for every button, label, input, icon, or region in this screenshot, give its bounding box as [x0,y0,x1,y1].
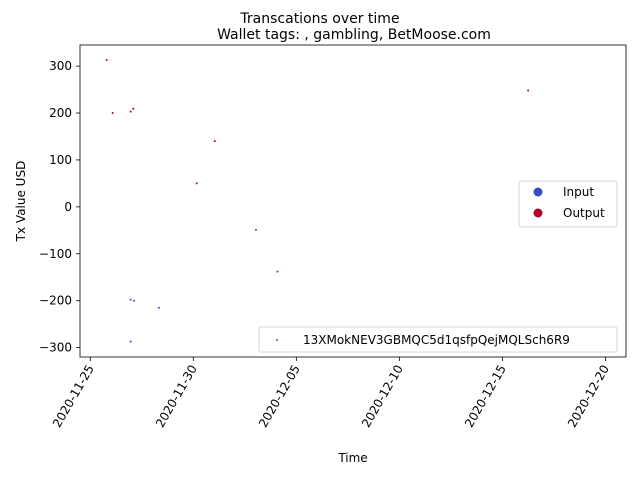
x-tick-label: 2020-11-25 [50,363,97,430]
point-output [132,107,135,110]
legend-type: Input Output [518,180,618,228]
x-axis-label: Time [337,451,367,465]
point-input [276,270,279,273]
point-input [129,340,132,343]
x-tick-label: 2020-12-20 [565,363,612,430]
point-input [129,298,132,301]
legend-address: 13XMokNEV3GBMQC5d1qsfpQejMQLSch6R9 [258,326,618,353]
point-output [527,89,530,92]
point-output [111,112,114,115]
legend-address-box [258,326,618,353]
x-tick-label: 2020-12-15 [462,363,509,430]
x-tick-label: 2020-12-10 [359,363,406,430]
y-tick-label: 100 [49,153,72,167]
y-tick-label: 200 [49,106,72,120]
y-tick-label: −200 [39,294,72,308]
legend-type-box [518,180,618,228]
y-axis: 300 200 100 0 −100 −200 −300 [39,59,80,355]
y-axis-label: Tx Value USD [14,161,28,243]
point-output [195,182,198,185]
chart-title: Transcations over time [239,11,399,27]
point-input [254,228,257,231]
point-input [133,299,136,302]
x-tick-label: 2020-12-05 [256,363,303,430]
legend-input-marker [533,187,543,197]
legend-output-marker [533,208,543,218]
x-axis: 2020-11-25 2020-11-30 2020-12-05 2020-12-10… [50,357,612,430]
y-tick-label: −300 [39,341,72,355]
legend-output-label: Output [563,206,605,220]
legend-address-label: 13XMokNEV3GBMQC5d1qsfpQejMQLSch6R9 [303,333,570,347]
legend-address-marker [276,339,278,341]
point-output [129,110,132,113]
legend-input-label: Input [563,185,594,199]
y-tick-label: −100 [39,247,72,261]
x-tick-label: 2020-11-30 [153,363,200,430]
point-output [105,59,108,62]
point-output [213,140,216,143]
y-tick-label: 300 [49,59,72,73]
point-input [157,306,160,309]
data-points [105,59,530,343]
chart-subtitle: Wallet tags: , gambling, BetMoose.com [217,27,491,43]
y-tick-label: 0 [64,200,72,214]
